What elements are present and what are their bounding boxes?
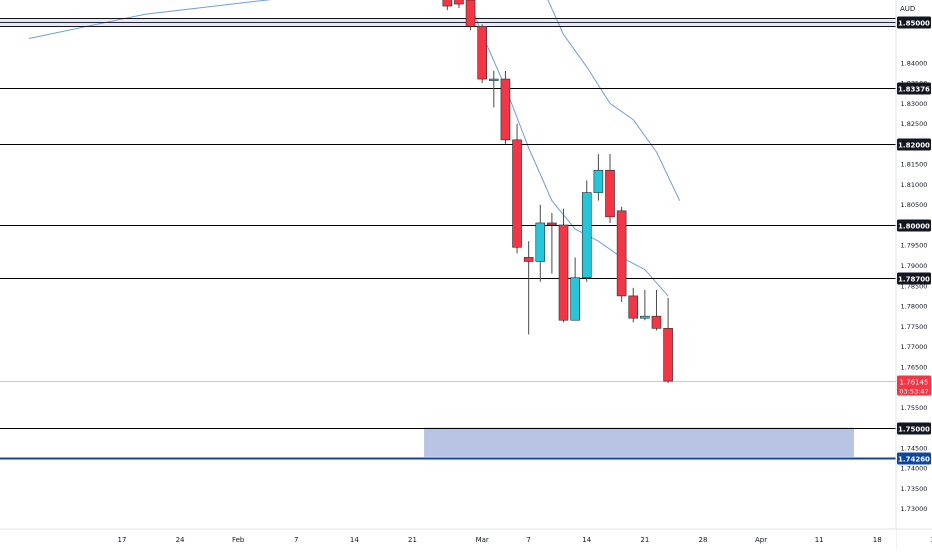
candle-body-down [547, 222, 557, 226]
candle[interactable] [454, 0, 464, 9]
candle[interactable] [663, 297, 673, 384]
time-tick-label: 24 [176, 536, 185, 544]
candle[interactable] [640, 289, 650, 321]
candle-body-down [651, 315, 662, 329]
candle[interactable] [465, 0, 476, 31]
candle[interactable] [581, 180, 592, 282]
level-label-bg [897, 138, 931, 151]
level-label: 1.85000 [898, 20, 930, 28]
time-tick-label: 28 [698, 536, 707, 544]
candle-body-down [605, 169, 615, 218]
time-tick-label: 14 [350, 536, 359, 544]
candle-body-down [454, 0, 464, 5]
time-tick-label: 11 [815, 536, 824, 544]
price-tick-label: 1.78000 [901, 303, 928, 311]
time-tick-label: 21 [640, 536, 649, 544]
candle[interactable] [616, 206, 627, 302]
price-tick-label: 1.81000 [901, 181, 928, 189]
candle[interactable] [442, 0, 453, 11]
candle-body-down [616, 210, 627, 297]
price-tick-label: 1.77000 [901, 343, 928, 351]
candle[interactable] [477, 24, 487, 84]
candle[interactable] [512, 123, 522, 254]
time-tick-label: 7 [294, 536, 298, 544]
resistance-band [0, 18, 896, 27]
candle-body-up [570, 277, 580, 321]
price-tick-label: 1.77500 [901, 323, 928, 331]
candle[interactable] [558, 208, 569, 323]
price-tick-label: 1.76500 [901, 363, 928, 371]
candle-body-up [488, 78, 499, 81]
time-tick-label: 25 [931, 536, 932, 544]
time-tick-label: 18 [873, 536, 882, 544]
candle[interactable] [628, 287, 639, 323]
price-tick-label: 1.74000 [901, 465, 928, 473]
candle[interactable] [500, 70, 511, 144]
candle-body-down [442, 0, 453, 7]
candle-body-down [465, 0, 476, 27]
candle[interactable] [488, 70, 499, 108]
bar-countdown: 03:53:47 [899, 388, 928, 396]
candle-body-down [558, 224, 569, 321]
level-label: 1.80000 [898, 223, 930, 231]
level-label-bg [897, 82, 931, 95]
candle[interactable] [523, 241, 534, 335]
candle-body-up [581, 192, 592, 278]
candle-body-down [523, 257, 534, 262]
level-label: 1.83376 [898, 86, 930, 94]
currency-label: AUD [900, 5, 915, 13]
time-tick-label: Mar [476, 536, 489, 544]
candle-body-up [640, 315, 650, 319]
level-label: 1.82000 [898, 142, 930, 150]
price-tick-label: 1.74500 [901, 444, 928, 452]
price-tick-label: 1.75500 [901, 404, 928, 412]
candle[interactable] [570, 257, 580, 321]
moving-average-long [28, 0, 272, 39]
price-tick-label: 1.81500 [901, 161, 928, 169]
level-label-bg [897, 219, 931, 232]
price-tick-label: 1.73500 [901, 485, 928, 493]
candle-body-up [535, 222, 546, 262]
price-tick-label: 1.80500 [901, 201, 928, 209]
candle[interactable] [651, 289, 662, 331]
price-tick-label: 1.73000 [901, 505, 928, 513]
current-price-value: 1.76145 [900, 379, 929, 387]
candle[interactable] [605, 154, 615, 223]
level-label-bg [897, 16, 931, 29]
price-tick-label: 1.83000 [901, 100, 928, 108]
level-label-bg [897, 422, 931, 435]
candle[interactable] [535, 204, 546, 282]
time-tick-label: 21 [408, 536, 417, 544]
level-label-bg [897, 272, 931, 285]
candle-body-up [593, 169, 604, 193]
candle-body-down [628, 295, 639, 319]
price-tick-label: 1.79500 [901, 242, 928, 250]
level-label: 1.78700 [898, 276, 930, 284]
level-label-bg [897, 452, 931, 465]
time-tick-label: Feb [232, 536, 245, 544]
level-label: 1.75000 [898, 426, 930, 434]
candle-body-down [477, 26, 487, 80]
candle-body-down [663, 328, 673, 382]
moving-average-2 [547, 0, 681, 201]
candle-body-down [500, 78, 511, 141]
current-price-tag[interactable] [897, 375, 931, 396]
price-tick-label: 1.79000 [901, 262, 928, 270]
candle[interactable] [593, 154, 604, 201]
time-tick-label: 7 [526, 536, 530, 544]
price-tick-label: 1.78500 [901, 282, 928, 290]
price-tick-label: 1.82500 [901, 120, 928, 128]
demand-zone[interactable] [424, 427, 855, 457]
candle-body-down [512, 139, 522, 248]
price-tick-label: 1.84000 [901, 59, 928, 67]
time-tick-label: 17 [117, 536, 126, 544]
time-axis-background[interactable] [0, 529, 896, 550]
candle[interactable] [547, 212, 557, 274]
level-label: 1.74260 [898, 456, 930, 464]
time-tick-label: Apr [755, 536, 767, 544]
time-tick-label: 14 [582, 536, 591, 544]
